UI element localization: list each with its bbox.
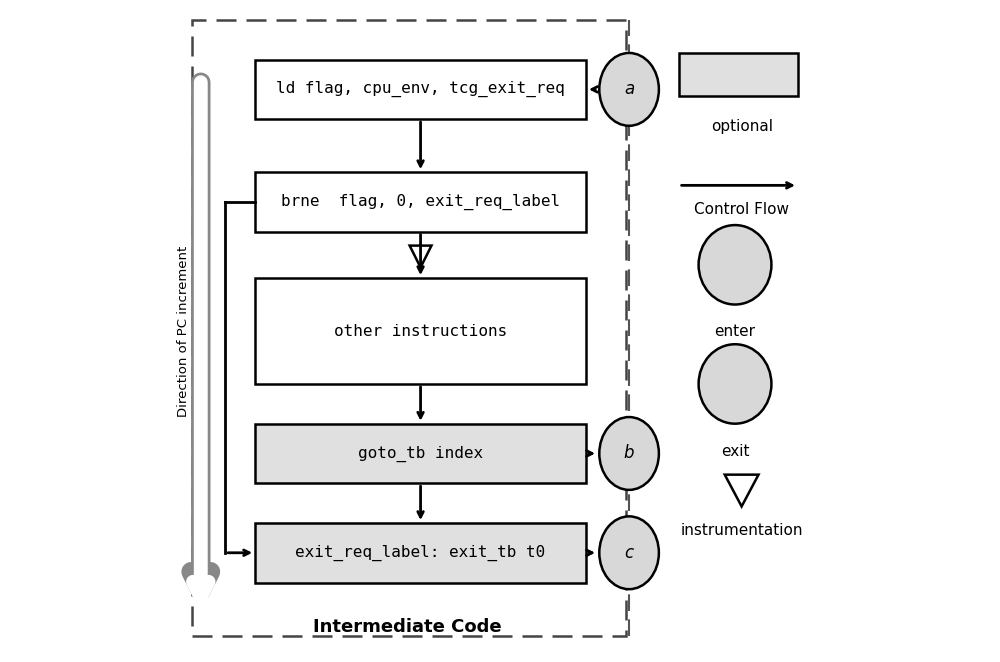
FancyBboxPatch shape [255, 523, 586, 583]
Text: Direction of PC increment: Direction of PC increment [177, 246, 190, 416]
Text: Control Flow: Control Flow [694, 202, 789, 217]
Text: Intermediate Code: Intermediate Code [313, 618, 502, 636]
Text: c: c [625, 544, 634, 562]
Ellipse shape [699, 225, 771, 305]
Text: instrumentation: instrumentation [680, 523, 803, 538]
Ellipse shape [699, 344, 771, 424]
FancyBboxPatch shape [255, 60, 586, 119]
Text: ld flag, cpu_env, tcg_exit_req: ld flag, cpu_env, tcg_exit_req [276, 81, 565, 97]
FancyBboxPatch shape [255, 424, 586, 483]
Text: brne  flag, 0, exit_req_label: brne flag, 0, exit_req_label [281, 194, 560, 210]
FancyBboxPatch shape [255, 172, 586, 232]
Ellipse shape [599, 417, 659, 490]
Ellipse shape [599, 516, 659, 589]
Text: exit_req_label: exit_tb t0: exit_req_label: exit_tb t0 [295, 545, 546, 561]
Text: enter: enter [715, 324, 756, 340]
FancyBboxPatch shape [255, 278, 586, 384]
Text: goto_tb index: goto_tb index [358, 446, 483, 461]
Text: exit: exit [721, 444, 749, 459]
Text: b: b [624, 444, 634, 463]
Text: other instructions: other instructions [334, 324, 507, 338]
Text: optional: optional [711, 119, 773, 134]
Ellipse shape [599, 53, 659, 126]
FancyBboxPatch shape [679, 53, 798, 96]
Text: a: a [624, 80, 634, 99]
